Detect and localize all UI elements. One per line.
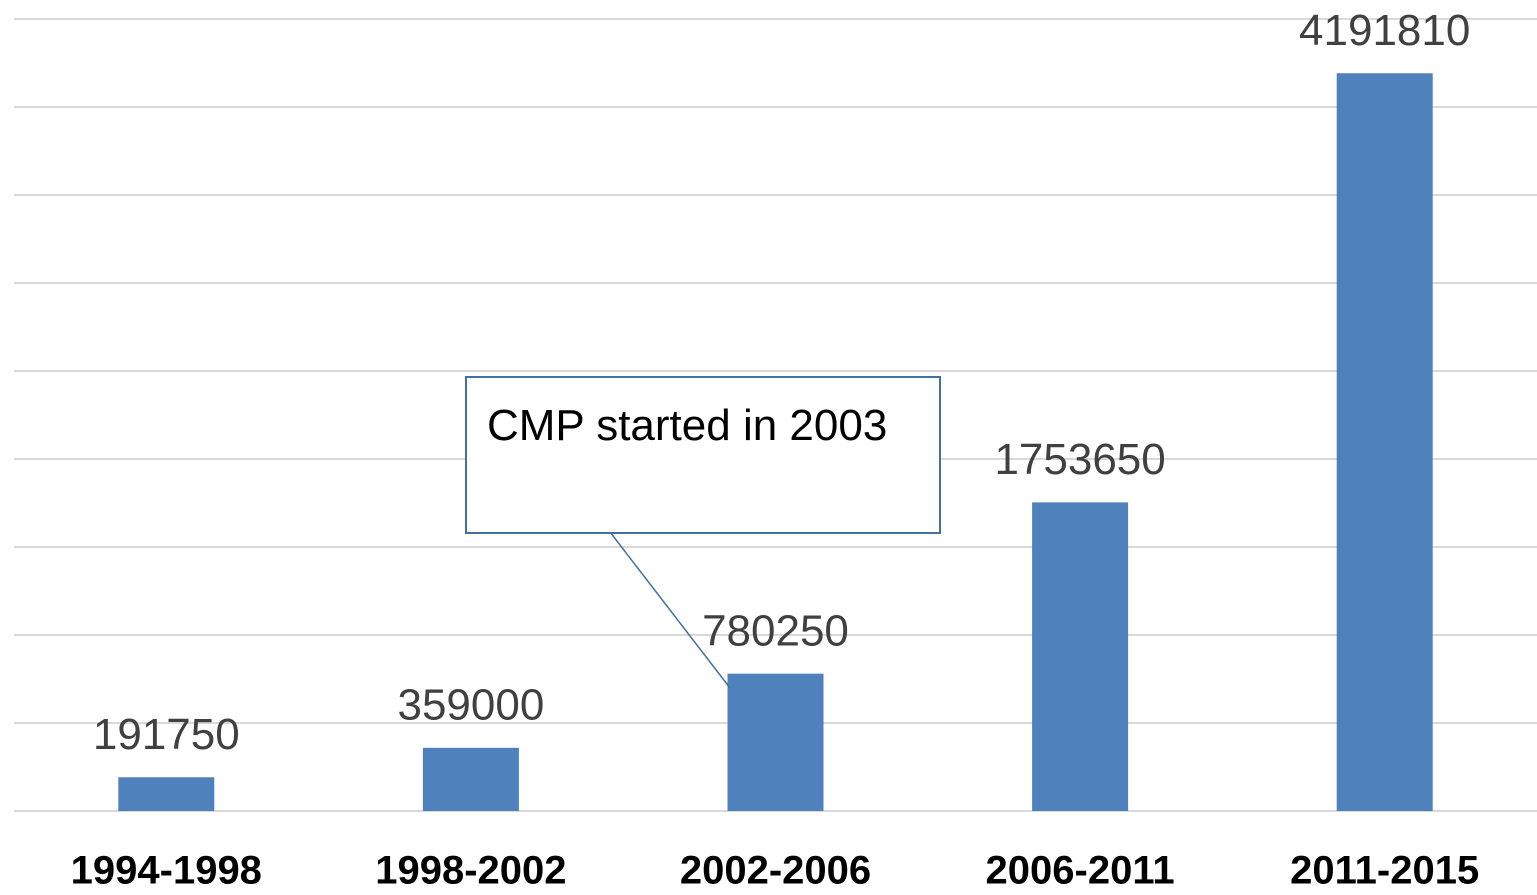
x-tick-label: 2006-2011 <box>986 849 1175 893</box>
annotation-leader <box>609 531 731 689</box>
data-label: 1753650 <box>994 435 1165 484</box>
bar <box>1032 502 1129 811</box>
bar <box>1336 73 1433 811</box>
annotation: CMP started in 2003 <box>465 376 941 534</box>
bar <box>727 673 824 811</box>
data-label: 191750 <box>93 710 240 759</box>
data-label: 4191810 <box>1299 6 1470 55</box>
data-label: 359000 <box>397 680 544 729</box>
bar <box>422 747 519 811</box>
x-tick-label: 1994-1998 <box>71 849 262 893</box>
x-tick-label: 2011-2015 <box>1290 849 1479 893</box>
x-tick-label: 1998-2002 <box>375 849 566 893</box>
data-label: 780250 <box>702 606 849 655</box>
x-tick-label: 2002-2006 <box>680 849 871 893</box>
bar <box>118 777 215 811</box>
